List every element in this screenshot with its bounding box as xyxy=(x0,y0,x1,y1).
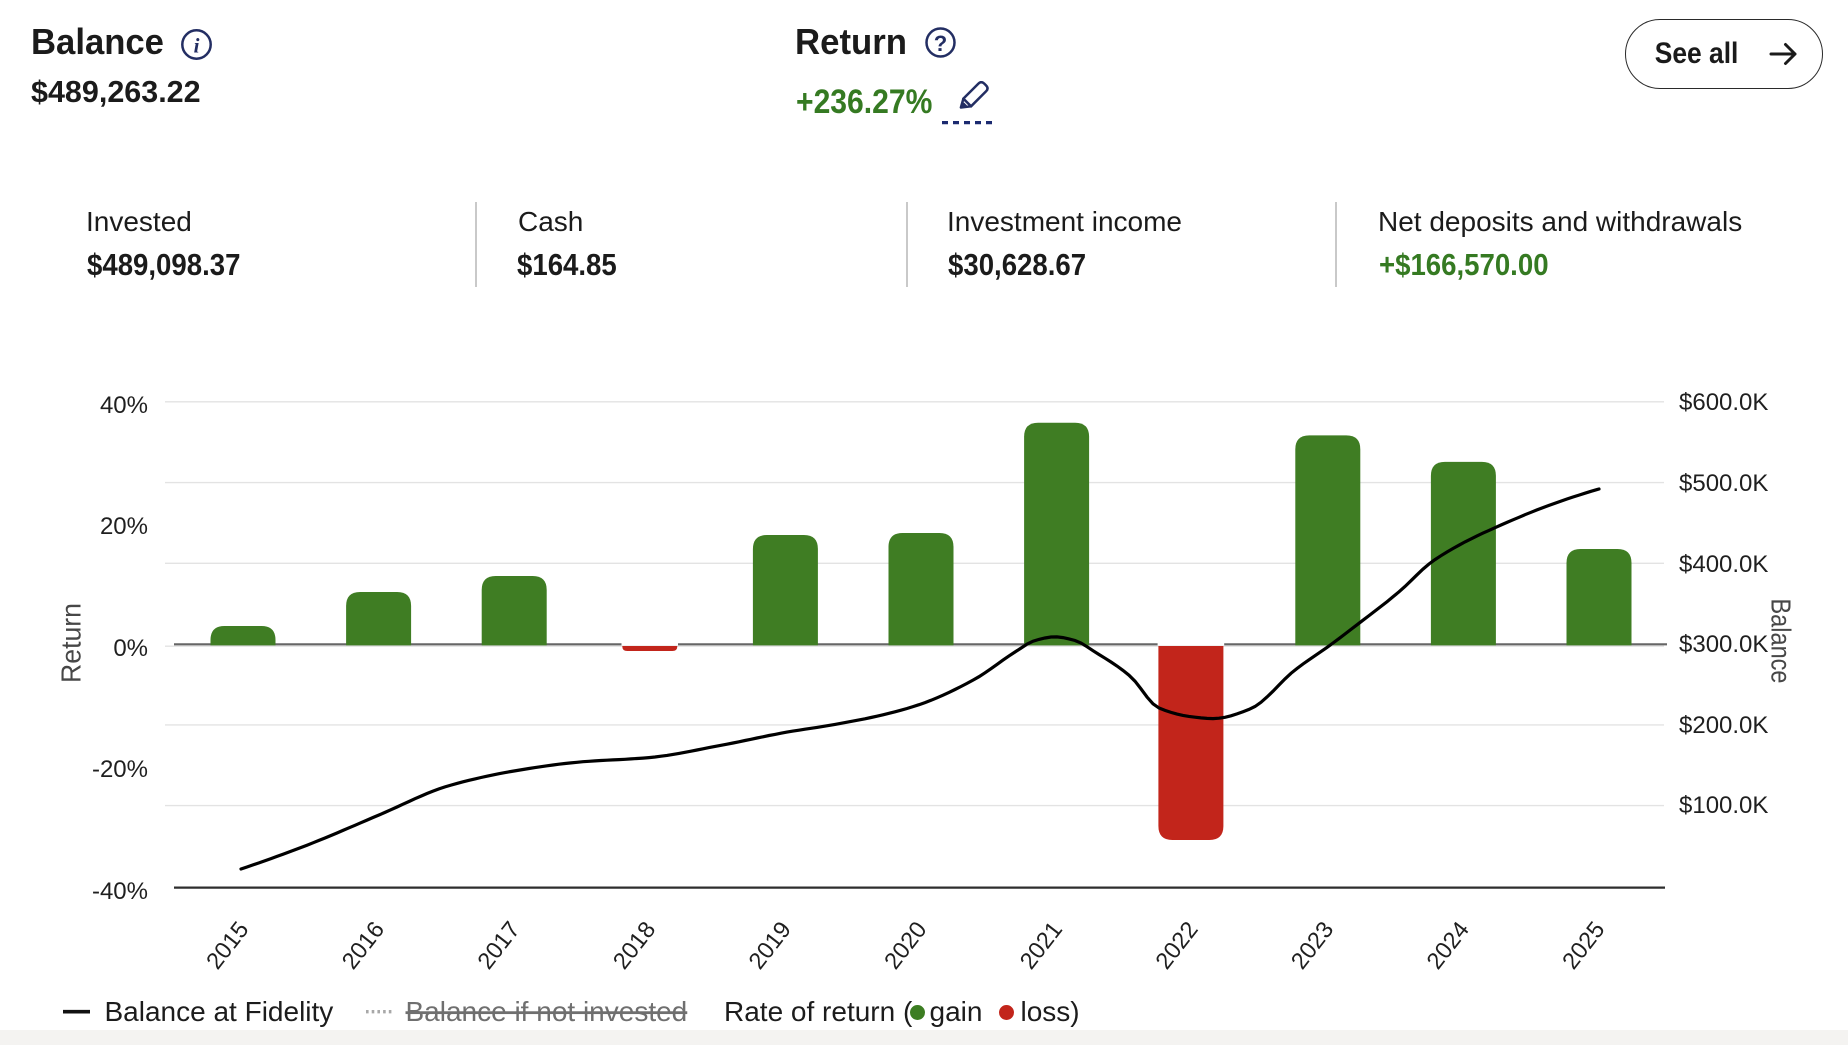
svg-text:2017: 2017 xyxy=(472,917,525,974)
svg-text:$200.0K: $200.0K xyxy=(1679,712,1768,739)
svg-text:Return: Return xyxy=(56,603,87,683)
svg-text:20%: 20% xyxy=(100,513,148,540)
svg-text:2021: 2021 xyxy=(1015,917,1068,974)
svg-text:$300.0K: $300.0K xyxy=(1679,631,1768,658)
svg-text:-40%: -40% xyxy=(92,878,148,905)
svg-text:40%: 40% xyxy=(100,392,148,419)
svg-text:2016: 2016 xyxy=(337,917,390,974)
svg-text:$500.0K: $500.0K xyxy=(1679,470,1768,497)
svg-text:-20%: -20% xyxy=(92,756,148,783)
svg-text:2018: 2018 xyxy=(608,917,661,974)
svg-text:$600.0K: $600.0K xyxy=(1679,389,1768,416)
svg-text:loss): loss) xyxy=(1021,996,1080,1027)
svg-text:Balance if not invested: Balance if not invested xyxy=(406,996,688,1027)
svg-text:2024: 2024 xyxy=(1421,917,1474,974)
svg-text:2019: 2019 xyxy=(743,917,796,974)
svg-text:2020: 2020 xyxy=(879,917,932,974)
svg-text:Balance: Balance xyxy=(1766,599,1797,684)
svg-text:2022: 2022 xyxy=(1150,917,1203,974)
svg-text:$100.0K: $100.0K xyxy=(1679,792,1768,819)
svg-text:Balance at Fidelity: Balance at Fidelity xyxy=(105,996,334,1027)
svg-text:Rate of return (: Rate of return ( xyxy=(724,996,913,1027)
svg-text:2015: 2015 xyxy=(201,917,254,974)
svg-text:2025: 2025 xyxy=(1557,917,1610,974)
svg-text:i: i xyxy=(193,33,199,57)
svg-text:gain: gain xyxy=(930,996,983,1027)
svg-text:0%: 0% xyxy=(113,635,148,662)
svg-text:?: ? xyxy=(934,31,947,56)
svg-text:$400.0K: $400.0K xyxy=(1679,551,1768,578)
svg-text:2023: 2023 xyxy=(1286,917,1339,974)
